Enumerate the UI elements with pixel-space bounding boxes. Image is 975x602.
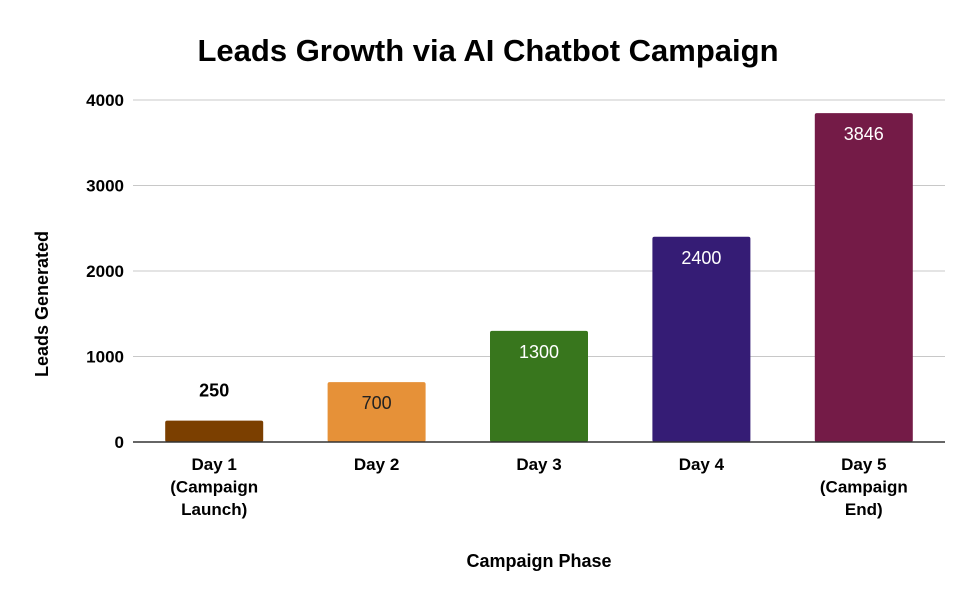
- data-labels: 250 700 1300 2400 3846: [199, 124, 884, 413]
- x-tick-line: Launch): [181, 500, 247, 519]
- bar: [327, 382, 426, 442]
- data-label: 3846: [844, 124, 884, 144]
- x-tick-line: Day 1: [192, 455, 237, 474]
- y-tick-label: 4000: [86, 91, 124, 110]
- data-label: 1300: [519, 342, 559, 362]
- bar: [490, 330, 588, 442]
- x-tick-line: Day 5: [841, 455, 886, 474]
- x-tick-line: Day 2: [354, 455, 399, 474]
- bar: [814, 113, 913, 443]
- bar: [165, 420, 264, 442]
- x-tick-label: Day 2: [354, 455, 399, 474]
- bars: [165, 113, 913, 443]
- x-tick-line: Day 4: [679, 455, 725, 474]
- x-tick-line: End): [845, 500, 883, 519]
- data-label: 250: [199, 381, 229, 401]
- x-tick-label: Day 4: [679, 455, 725, 474]
- y-tick-label: 2000: [86, 262, 124, 281]
- data-label: 700: [362, 393, 392, 413]
- x-tick-label: Day 1 (Campaign Launch): [170, 455, 258, 519]
- x-axis-ticks: Day 1 (Campaign Launch) Day 2 Day 3 Day 4 Day …: [170, 455, 907, 519]
- x-tick-line: Day 3: [516, 455, 561, 474]
- y-tick-label: 3000: [86, 177, 124, 196]
- data-label: 2400: [681, 248, 721, 268]
- x-tick-line: (Campaign: [170, 478, 258, 497]
- y-tick-label: 0: [115, 433, 124, 452]
- x-tick-label: Day 5 (Campaign End): [820, 455, 908, 519]
- bar: [652, 236, 751, 442]
- x-tick-line: (Campaign: [820, 478, 908, 497]
- y-axis-label: Leads Generated: [32, 231, 52, 377]
- x-axis-label: Campaign Phase: [466, 551, 611, 571]
- y-axis-ticks: 0 1000 2000 3000 4000: [86, 91, 124, 452]
- y-tick-label: 1000: [86, 348, 124, 367]
- chart-title: Leads Growth via AI Chatbot Campaign: [197, 33, 778, 68]
- x-tick-label: Day 3: [516, 455, 561, 474]
